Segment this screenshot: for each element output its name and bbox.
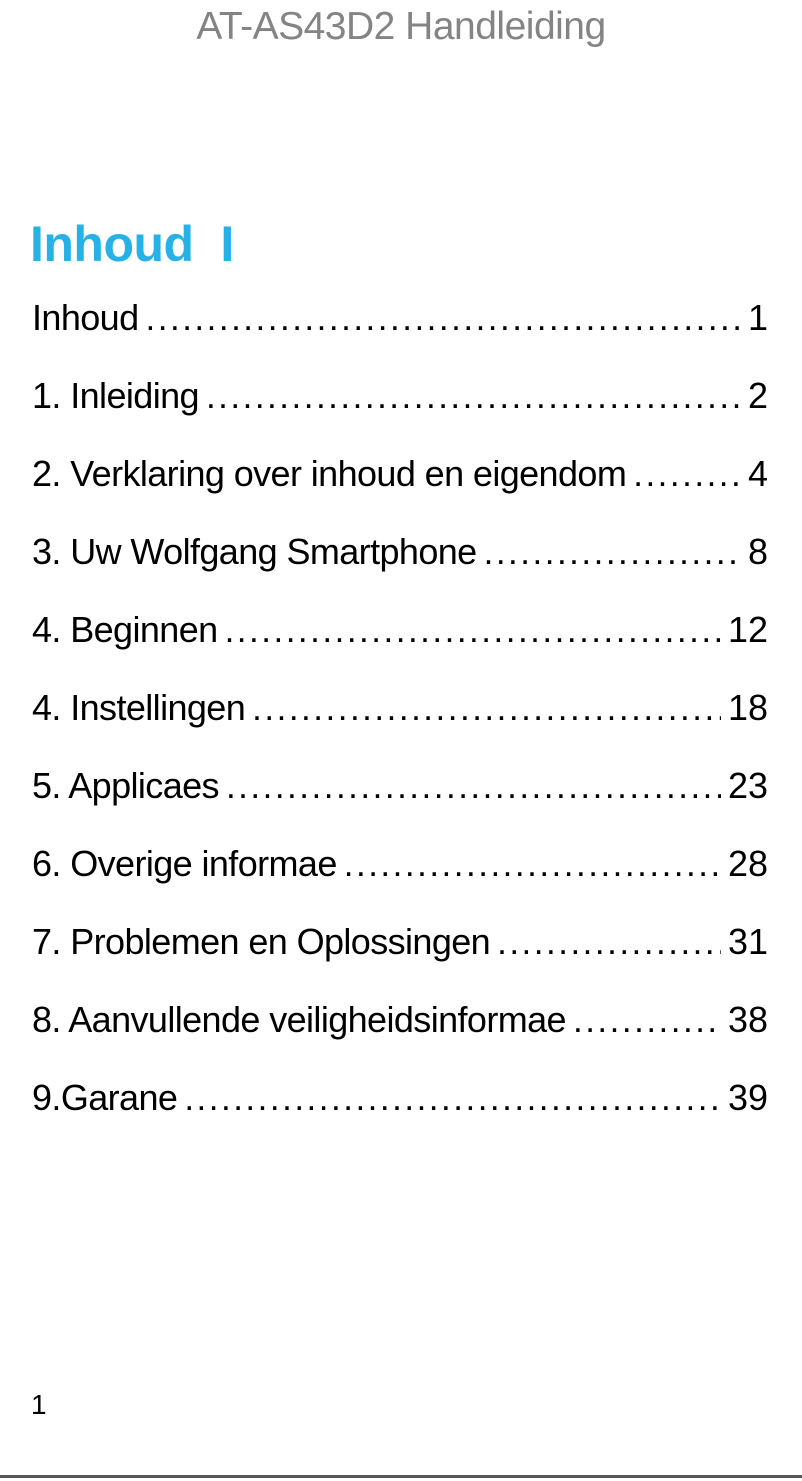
toc-leader-dots: ........................................…: [145, 299, 741, 338]
toc-entry[interactable]: 9.Garane ...............................…: [32, 1077, 768, 1120]
toc-entry-page: 1: [747, 297, 768, 338]
toc-entry-page: 23: [727, 765, 768, 806]
toc-entry-label: 4. Beginnen: [32, 609, 218, 650]
toc-entry[interactable]: 6. Overige informae ....................…: [32, 843, 768, 886]
toc-entry-page: 18: [727, 687, 768, 728]
toc-entry-page: 38: [727, 999, 768, 1040]
toc-entry-page: 8: [747, 531, 768, 572]
toc-entry[interactable]: 5. Applicaes ...........................…: [32, 765, 768, 808]
toc-entry-page: 28: [727, 843, 768, 884]
toc-entry-page: 4: [747, 453, 768, 494]
toc-entry-label: 8. Aanvullende veiligheidsinformae: [32, 999, 567, 1040]
toc-entry[interactable]: 1. Inleiding ...........................…: [32, 375, 768, 418]
toc-entry-page: 39: [727, 1077, 768, 1118]
toc-leader-dots: ........................................…: [184, 1079, 721, 1118]
toc-leader-dots: ........................................…: [205, 377, 741, 416]
toc-entry[interactable]: Inhoud .................................…: [32, 297, 768, 340]
toc-entry-label: 9.Garane: [32, 1077, 178, 1118]
toc-entry[interactable]: 4. Beginnen ............................…: [32, 609, 768, 652]
toc-entry-label: 2. Verklaring over inhoud en eigendom: [32, 453, 627, 494]
toc-entry-page: 31: [727, 921, 768, 962]
toc-entry-page: 2: [747, 375, 768, 416]
toc-leader-dots: ........................................…: [497, 923, 721, 962]
toc-entry-label: 6. Overige informae: [32, 843, 337, 884]
page-bottom-rule: [0, 1475, 802, 1478]
toc-leader-dots: ........................................…: [633, 455, 741, 494]
toc-leader-dots: ........................................…: [225, 767, 721, 806]
page-number: 1: [31, 1389, 47, 1420]
toc-entry[interactable]: 2. Verklaring over inhoud en eigendom ..…: [32, 453, 768, 496]
section-title: Inhoud I: [30, 216, 234, 272]
toc-entry-label: 5. Applicaes: [32, 765, 220, 806]
toc-entry[interactable]: 3. Uw Wolfgang Smartphone ..............…: [32, 531, 768, 574]
toc-entry-label: 3. Uw Wolfgang Smartphone: [32, 531, 477, 572]
toc-leader-dots: ........................................…: [224, 611, 721, 650]
toc-entry-label: 7. Problemen en Oplossingen: [32, 921, 491, 962]
toc-entry-label: Inhoud: [32, 297, 139, 338]
toc-leader-dots: ........................................…: [252, 689, 721, 728]
toc-entry-label: 1. Inleiding: [32, 375, 200, 416]
table-of-contents: Inhoud .................................…: [32, 297, 768, 1155]
toc-entry-page: 12: [727, 609, 768, 650]
toc-entry[interactable]: 4. Instellingen ........................…: [32, 687, 768, 730]
toc-leader-dots: ........................................…: [572, 1001, 721, 1040]
toc-entry[interactable]: 8. Aanvullende veiligheidsinformae .....…: [32, 999, 768, 1042]
toc-leader-dots: ........................................…: [483, 533, 741, 572]
toc-entry[interactable]: 7. Problemen en Oplossingen ............…: [32, 921, 768, 964]
toc-leader-dots: ........................................…: [343, 845, 721, 884]
toc-entry-label: 4. Instellingen: [32, 687, 246, 728]
document-header-title: AT-AS43D2 Handleiding: [196, 5, 606, 48]
